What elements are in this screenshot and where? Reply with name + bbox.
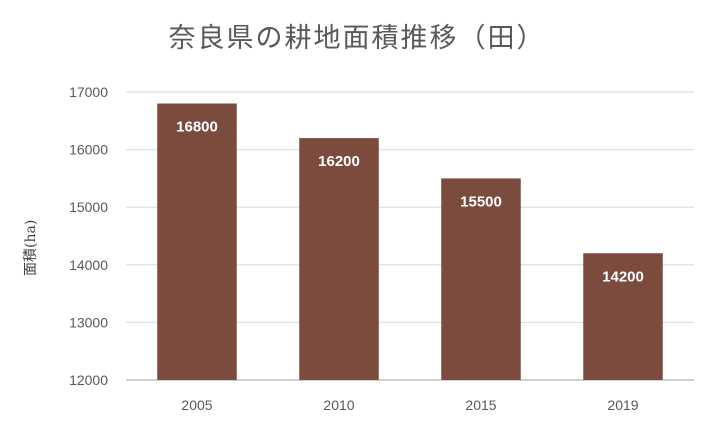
data-label: 15500 [460,193,502,210]
y-tick-label: 14000 [69,257,108,273]
y-tick-label: 17000 [69,84,108,100]
y-tick-label: 15000 [69,199,108,215]
data-label: 16200 [318,153,360,170]
data-label: 14200 [602,268,644,285]
bar [441,178,521,380]
chart-title: 奈良県の耕地面積推移（田） [168,23,546,54]
y-tick-label: 12000 [69,372,108,388]
bar [583,253,663,380]
y-tick-label: 13000 [69,314,108,330]
x-tick-label: 2015 [465,397,496,413]
bar [157,103,237,381]
data-label: 16800 [176,119,218,136]
y-tick-label: 16000 [69,142,108,158]
bar [299,138,379,380]
x-tick-label: 2019 [607,397,638,413]
x-tick-label: 2010 [323,397,354,413]
x-tick-label: 2005 [181,397,212,413]
